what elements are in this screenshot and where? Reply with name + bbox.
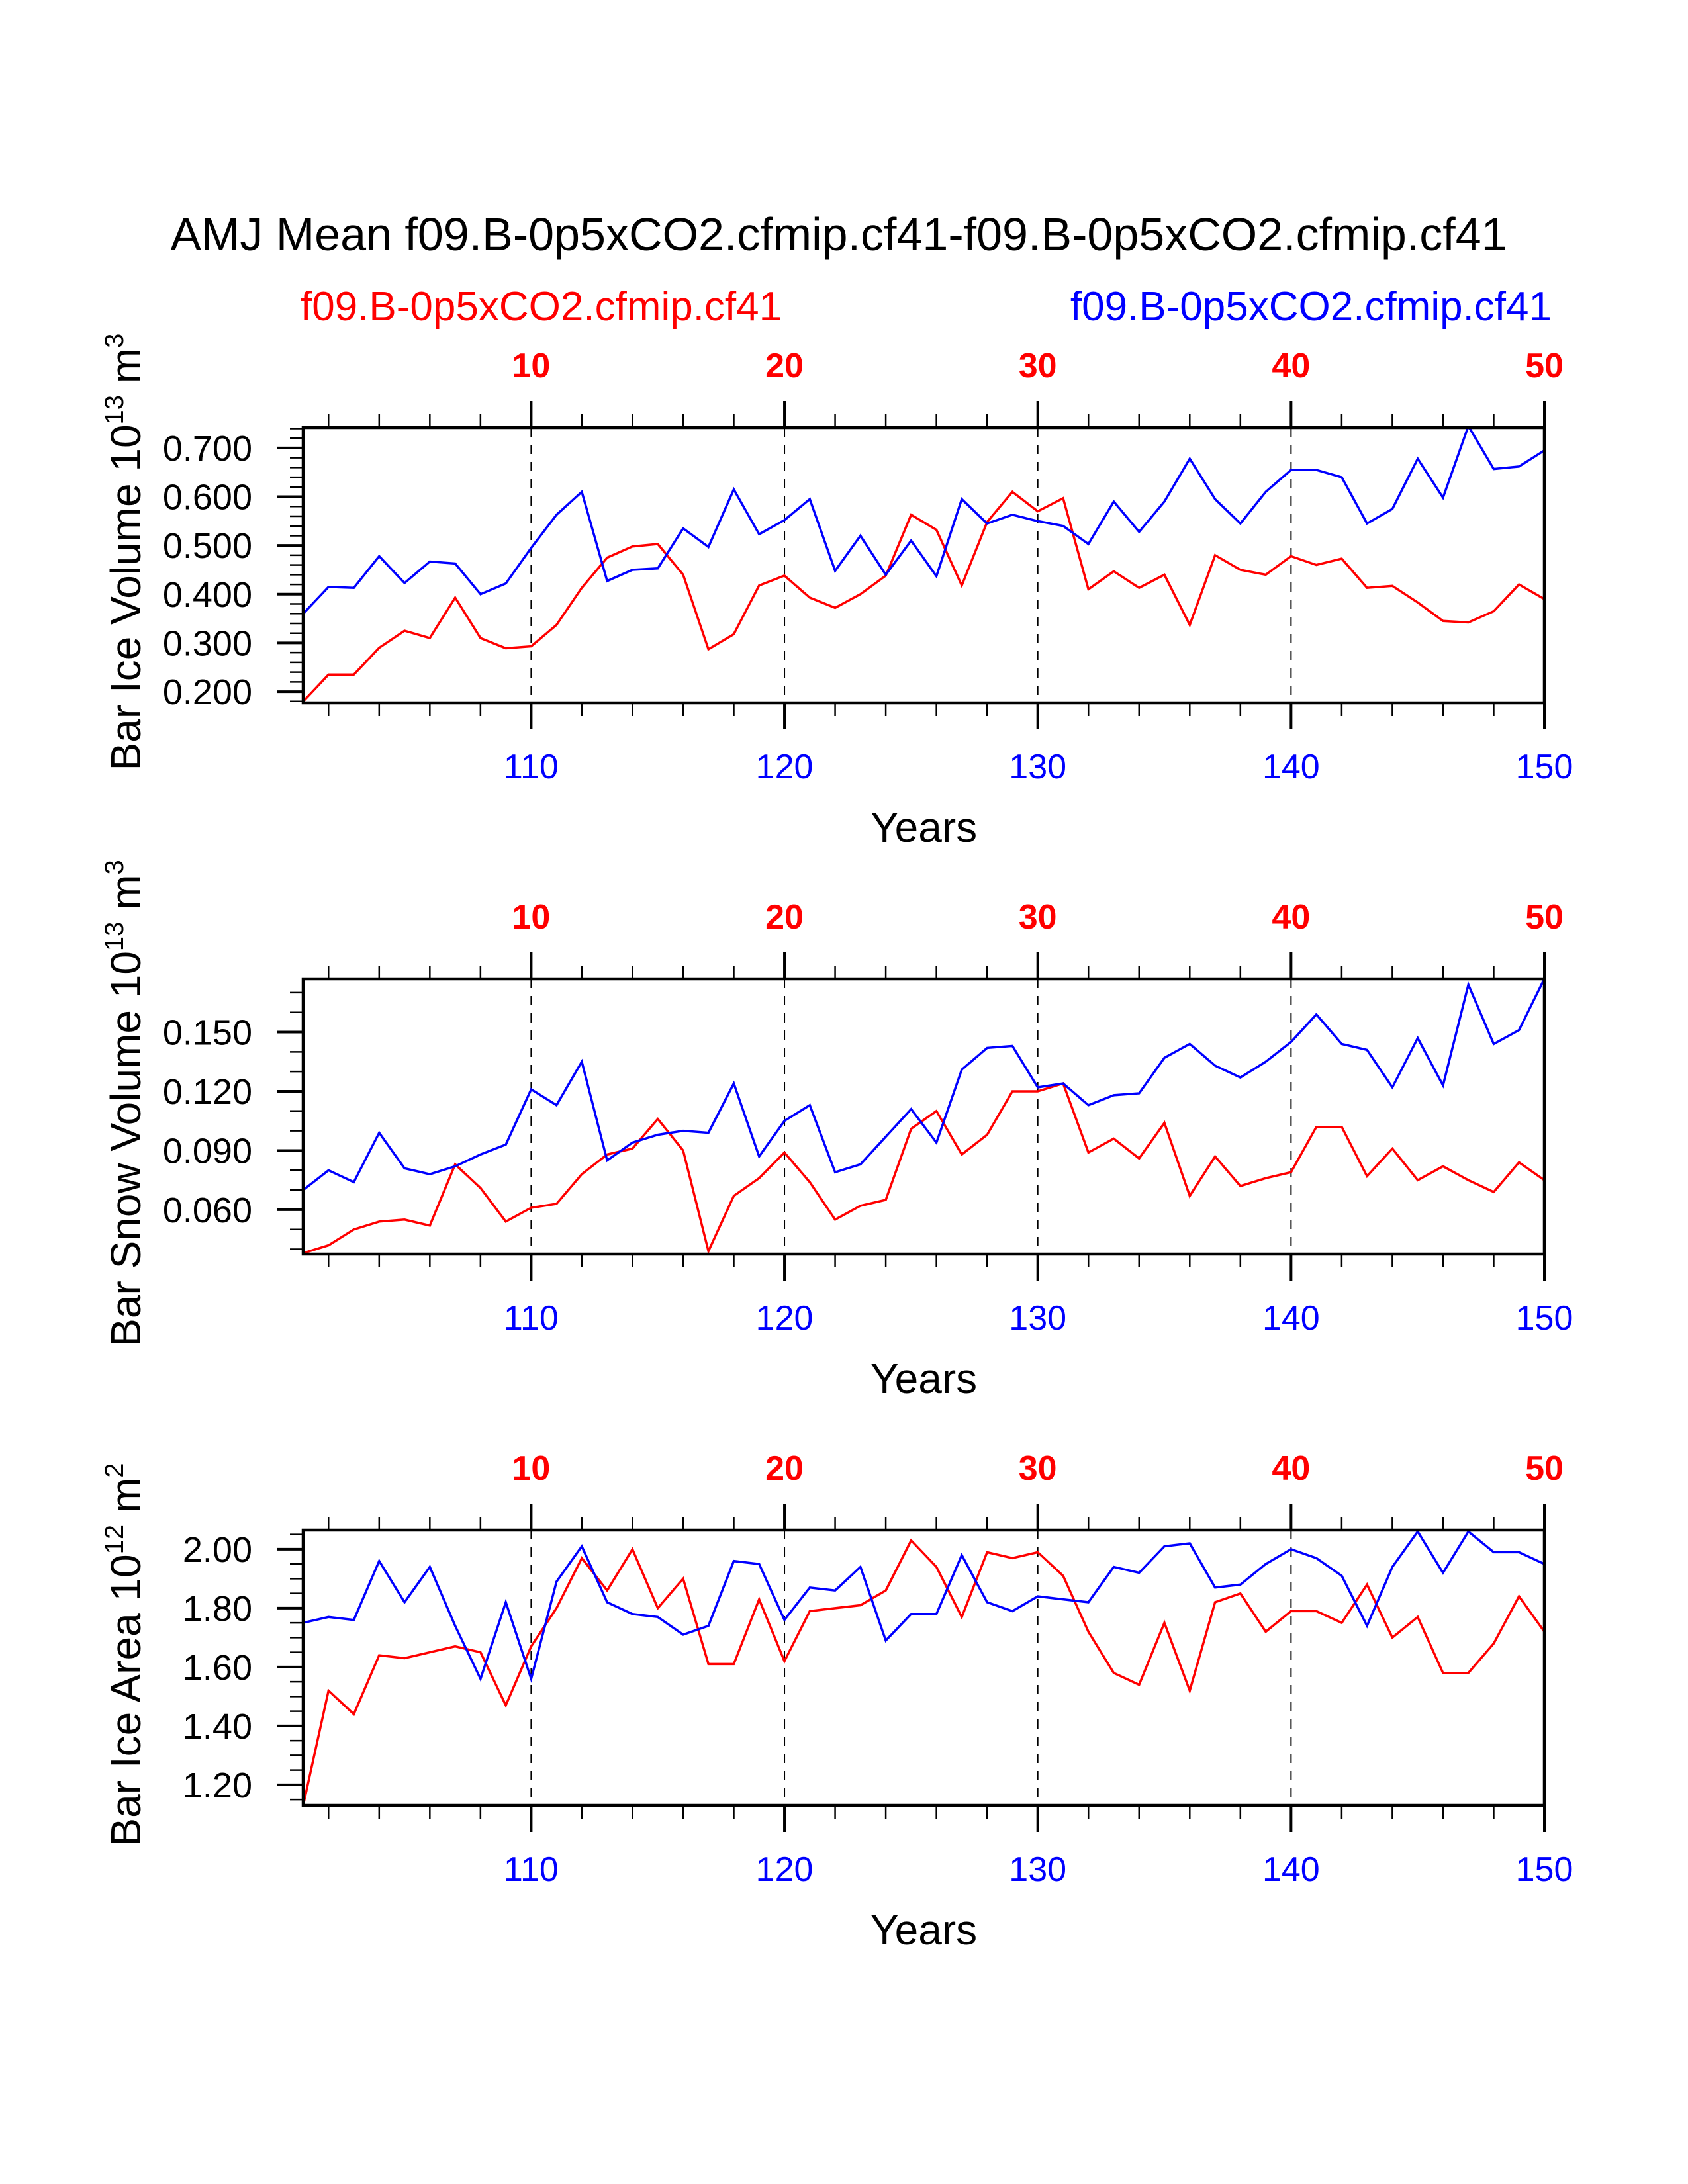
y-tick-label: 0.150 <box>163 1013 252 1053</box>
top-tick-label: 30 <box>1019 898 1057 936</box>
top-tick-label: 20 <box>765 347 804 385</box>
plot-frame <box>301 977 1546 1256</box>
top-tick-label: 20 <box>765 898 804 936</box>
bottom-tick-label: 130 <box>1009 1299 1066 1338</box>
y-axis-title-unit-exponent: 3 <box>100 860 129 874</box>
top-tick-label: 40 <box>1272 1449 1310 1488</box>
series-line-blue <box>303 979 1544 1191</box>
plot-frame <box>301 1528 1546 1807</box>
y-tick-label: 0.090 <box>163 1131 252 1171</box>
y-axis-title-unit-exponent: 3 <box>100 334 129 348</box>
top-tick-label: 30 <box>1019 1449 1057 1488</box>
top-tick-label: 10 <box>512 347 550 385</box>
bottom-tick-label: 110 <box>504 1850 559 1889</box>
bottom-tick-label: 130 <box>1009 1850 1066 1889</box>
bottom-tick-label: 110 <box>504 1299 559 1338</box>
legend-left-label: f09.B-0p5xCO2.cfmip.cf41 <box>301 284 782 330</box>
series-line-blue <box>303 428 1544 615</box>
series-line-red <box>303 490 1544 703</box>
top-tick-label: 20 <box>765 1449 804 1488</box>
bottom-tick-label: 150 <box>1516 1299 1573 1338</box>
top-tick-label: 10 <box>512 898 550 936</box>
y-axis-title-text: Bar Ice Volume 10 <box>102 424 150 770</box>
bottom-tick-label: 150 <box>1516 748 1573 786</box>
y-axis-title: Bar Snow Volume 1013 m3 <box>100 860 150 1347</box>
panel-3: 1.20 1.40 1.60 1.80 2.00 10 110 20 120 30 130 40 140… <box>100 1449 1573 1954</box>
y-axis-title: Bar Ice Volume 1013 m3 <box>100 334 150 771</box>
chart-title: AMJ Mean f09.B-0p5xCO2.cfmip.cf41-f09.B-… <box>170 208 1507 260</box>
x-axis-title: Years <box>870 1906 977 1954</box>
top-tick-label: 30 <box>1019 347 1057 385</box>
top-tick-label: 10 <box>512 1449 550 1488</box>
bottom-tick-label: 120 <box>756 1299 814 1338</box>
y-tick-label: 0.600 <box>163 478 252 518</box>
series-line-blue <box>303 1530 1544 1683</box>
plot-frame <box>301 426 1546 705</box>
legend-right-label: f09.B-0p5xCO2.cfmip.cf41 <box>1070 284 1552 330</box>
panel-1: 0.200 0.300 0.400 0.500 0.600 0.700 10 110 20 120… <box>100 334 1573 851</box>
bottom-tick-label: 130 <box>1009 748 1066 786</box>
y-tick-label: 0.500 <box>163 526 252 566</box>
bottom-tick-label: 140 <box>1262 1850 1320 1889</box>
bottom-tick-label: 110 <box>504 748 559 786</box>
y-tick-label: 1.20 <box>183 1766 252 1805</box>
y-axis-title-unit: m <box>102 348 150 395</box>
x-axis-title: Years <box>870 803 977 851</box>
y-axis-title-unit: m <box>102 1478 150 1525</box>
y-axis-title: Bar Ice Area 1012 m2 <box>100 1463 150 1846</box>
y-axis-title-text: Bar Ice Area 10 <box>102 1554 150 1846</box>
y-tick-label: 1.40 <box>183 1707 252 1747</box>
x-axis-title: Years <box>870 1355 977 1402</box>
y-tick-label: 1.60 <box>183 1648 252 1688</box>
top-tick-label: 40 <box>1272 347 1310 385</box>
bottom-tick-label: 120 <box>756 748 814 786</box>
bottom-tick-label: 140 <box>1262 1299 1320 1338</box>
bottom-tick-label: 120 <box>756 1850 814 1889</box>
bottom-tick-label: 150 <box>1516 1850 1573 1889</box>
top-tick-label: 50 <box>1525 347 1564 385</box>
bottom-tick-label: 140 <box>1262 748 1320 786</box>
top-tick-label: 50 <box>1525 1449 1564 1488</box>
series-line-red <box>303 1081 1544 1254</box>
y-tick-label: 1.80 <box>183 1589 252 1629</box>
y-axis-title-unit-exponent: 2 <box>100 1463 129 1478</box>
y-tick-label: 0.200 <box>163 672 252 712</box>
y-axis-title-exponent: 13 <box>100 922 129 952</box>
series-line-red <box>303 1538 1544 1805</box>
y-tick-label: 0.060 <box>163 1191 252 1230</box>
top-tick-label: 40 <box>1272 898 1310 936</box>
y-tick-label: 2.00 <box>183 1530 252 1570</box>
y-tick-label: 0.400 <box>163 575 252 615</box>
top-tick-label: 50 <box>1525 898 1564 936</box>
panel-2: 0.060 0.090 0.120 0.150 10 110 20 120 30 130 40 140… <box>100 860 1573 1402</box>
y-tick-label: 0.120 <box>163 1072 252 1112</box>
y-tick-label: 0.300 <box>163 623 252 663</box>
y-axis-title-unit: m <box>102 874 150 921</box>
y-tick-label: 0.700 <box>163 429 252 469</box>
y-axis-title-text: Bar Snow Volume 10 <box>102 951 150 1347</box>
y-axis-title-exponent: 12 <box>100 1525 129 1555</box>
y-axis-title-exponent: 13 <box>100 395 129 425</box>
